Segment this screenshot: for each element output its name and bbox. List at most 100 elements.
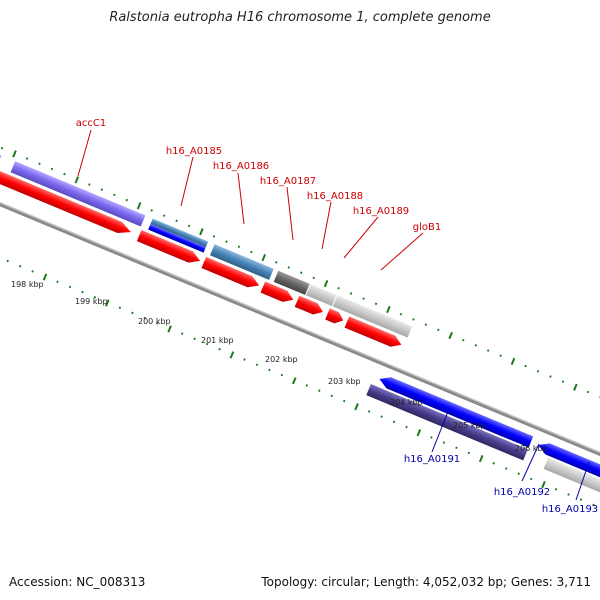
minor-tick — [399, 312, 403, 316]
minor-tick — [237, 245, 241, 249]
minor-tick — [100, 188, 104, 191]
minor-tick — [405, 425, 408, 429]
minor-tick — [474, 344, 477, 347]
minor-tick — [554, 487, 558, 491]
cds-feature-steel-a185 — [150, 218, 209, 248]
minor-tick — [212, 235, 216, 238]
scale-label: 198 kbp — [11, 280, 44, 289]
minor-tick — [56, 280, 59, 284]
minor-tick — [486, 349, 490, 352]
minor-tick — [0, 146, 4, 150]
map-title: Ralstonia eutropha H16 chromosome 1, com… — [109, 10, 491, 25]
major-tick — [42, 273, 48, 281]
scale-labels: 198 kbp 199 kbp 200 kbp 201 kbp 202 kbp … — [11, 280, 548, 453]
scale-label: 204 kbp — [390, 398, 423, 407]
minor-tick — [25, 157, 29, 160]
minor-tick — [505, 467, 508, 470]
minor-tick — [305, 384, 309, 387]
minor-tick — [218, 347, 221, 351]
minor-tick — [38, 162, 41, 166]
cds-feature-red — [201, 256, 260, 288]
minor-tick — [567, 493, 570, 496]
minor-tick — [255, 363, 259, 367]
minor-tick — [524, 364, 527, 368]
minor-tick — [592, 503, 595, 507]
minor-tick — [517, 472, 520, 475]
scale-label: 203 kbp — [328, 377, 361, 386]
gene-label-h16_A0185: h16_A0185 — [166, 146, 222, 157]
leader-line — [343, 216, 379, 259]
minor-tick — [6, 259, 9, 263]
minor-tick — [162, 214, 166, 217]
major-tick — [291, 377, 297, 385]
minor-tick — [392, 420, 396, 424]
cds-feature-purple — [10, 161, 146, 227]
minor-tick — [455, 446, 458, 450]
gene-label-h16_A0192: h16_A0192 — [494, 487, 550, 498]
minor-tick — [63, 172, 66, 176]
cds-feature-red — [0, 167, 131, 234]
minor-tick — [561, 380, 565, 383]
leader-line — [575, 461, 590, 501]
cds-feature-lightgray-a188 — [306, 284, 337, 307]
minor-tick — [193, 337, 196, 341]
cds-feature-darkgray-a187 — [273, 270, 310, 295]
minor-tick — [180, 332, 184, 335]
cds-feature-blue-a185 — [148, 224, 206, 253]
minor-tick — [330, 394, 333, 398]
minor-tick — [287, 266, 290, 269]
minor-tick — [131, 311, 134, 315]
major-tick — [12, 150, 17, 158]
cds-feature-red — [136, 230, 201, 263]
major-tick — [167, 325, 172, 333]
cds-feature-blue-reverse — [379, 377, 534, 448]
minor-tick — [88, 183, 91, 186]
inner-tick-track — [6, 259, 595, 507]
minor-tick — [492, 462, 495, 465]
minor-tick — [18, 264, 22, 268]
major-tick — [354, 403, 359, 411]
minor-tick — [143, 316, 147, 320]
minor-tick — [243, 358, 246, 361]
scale-label: 205 kbp — [453, 421, 486, 430]
cds-feature-lightgray-a189 — [332, 295, 413, 338]
minor-tick — [225, 240, 228, 243]
minor-tick — [467, 451, 471, 455]
major-tick — [541, 480, 546, 489]
scale-label: 199 kbp — [75, 297, 108, 306]
accession-text: Accession: NC_008313 — [9, 575, 146, 589]
minor-tick — [442, 441, 446, 444]
minor-tick — [205, 342, 209, 346]
minor-tick — [250, 250, 253, 254]
cds-feature-red — [344, 316, 402, 347]
minor-tick — [280, 373, 284, 377]
minor-tick — [300, 271, 303, 274]
major-tick — [573, 383, 578, 391]
minor-tick — [437, 328, 440, 332]
major-tick — [74, 176, 80, 184]
minor-tick — [50, 167, 54, 171]
minor-tick — [150, 209, 153, 212]
minor-tick — [380, 415, 383, 418]
minor-tick — [268, 368, 271, 372]
major-tick — [510, 357, 516, 366]
minor-tick — [118, 306, 122, 309]
minor-tick — [579, 498, 583, 501]
minor-tick — [31, 270, 34, 273]
minor-tick — [349, 292, 353, 295]
minor-tick — [342, 399, 346, 403]
scale-label: 202 kbp — [265, 355, 298, 364]
genome-summary-text: Topology: circular; Length: 4,052,032 bp… — [261, 575, 591, 589]
major-tick — [323, 279, 329, 288]
gene-label-h16_A0188: h16_A0188 — [307, 191, 363, 202]
major-tick — [261, 254, 267, 262]
minor-tick — [412, 318, 415, 321]
cds-feature-purple-cap — [0, 153, 2, 167]
outer-tick-track — [0, 146, 600, 399]
minor-tick — [312, 276, 315, 280]
major-tick — [386, 305, 391, 314]
minor-tick — [549, 375, 552, 378]
minor-tick — [362, 297, 365, 300]
